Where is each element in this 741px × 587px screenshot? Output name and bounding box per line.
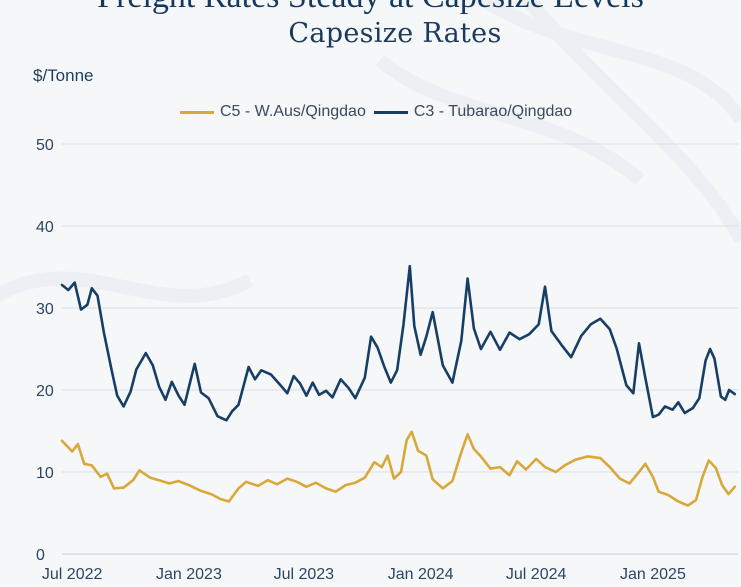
x-tick-label-3: Jan 2024: [388, 566, 454, 583]
x-tick-label-5: Jan 2025: [620, 566, 686, 583]
y-tick-label-50: 50: [36, 137, 54, 154]
y-axis-label: $/Tonne: [33, 66, 94, 85]
chart-legend: C5 - W.Aus/Qingdao C3 - Tubarao/Qingdao: [180, 101, 580, 123]
legend-swatch-c5: [180, 110, 214, 114]
y-tick-label-0: 0: [36, 547, 45, 564]
legend-item-c3: C3 - Tubarao/Qingdao: [373, 103, 573, 121]
x-tick-label-1: Jan 2023: [156, 566, 222, 583]
series-line-c5: [60, 430, 737, 507]
x-tick-label-2: Jul 2023: [274, 566, 335, 583]
y-tick-label-40: 40: [36, 219, 54, 236]
y-tick-label-30: 30: [36, 301, 54, 318]
legend-item-c5: C5 - W.Aus/Qingdao: [180, 103, 366, 121]
page-heading-cut-off: Freight Rates Steady at Capesize Levels: [0, 0, 741, 16]
x-tick-label-0: Jul 2022: [42, 566, 103, 583]
legend-label-c3: C3 - Tubarao/Qingdao: [413, 103, 573, 120]
y-tick-label-10: 10: [36, 465, 54, 482]
legend-swatch-c3: [373, 110, 408, 114]
x-tick-label-4: Jul 2024: [506, 566, 567, 583]
legend-label-c5: C5 - W.Aus/Qingdao: [220, 103, 366, 120]
series-line-c3: [60, 264, 737, 422]
y-tick-label-20: 20: [36, 383, 54, 400]
chart-title: Capesize Rates: [288, 18, 502, 49]
